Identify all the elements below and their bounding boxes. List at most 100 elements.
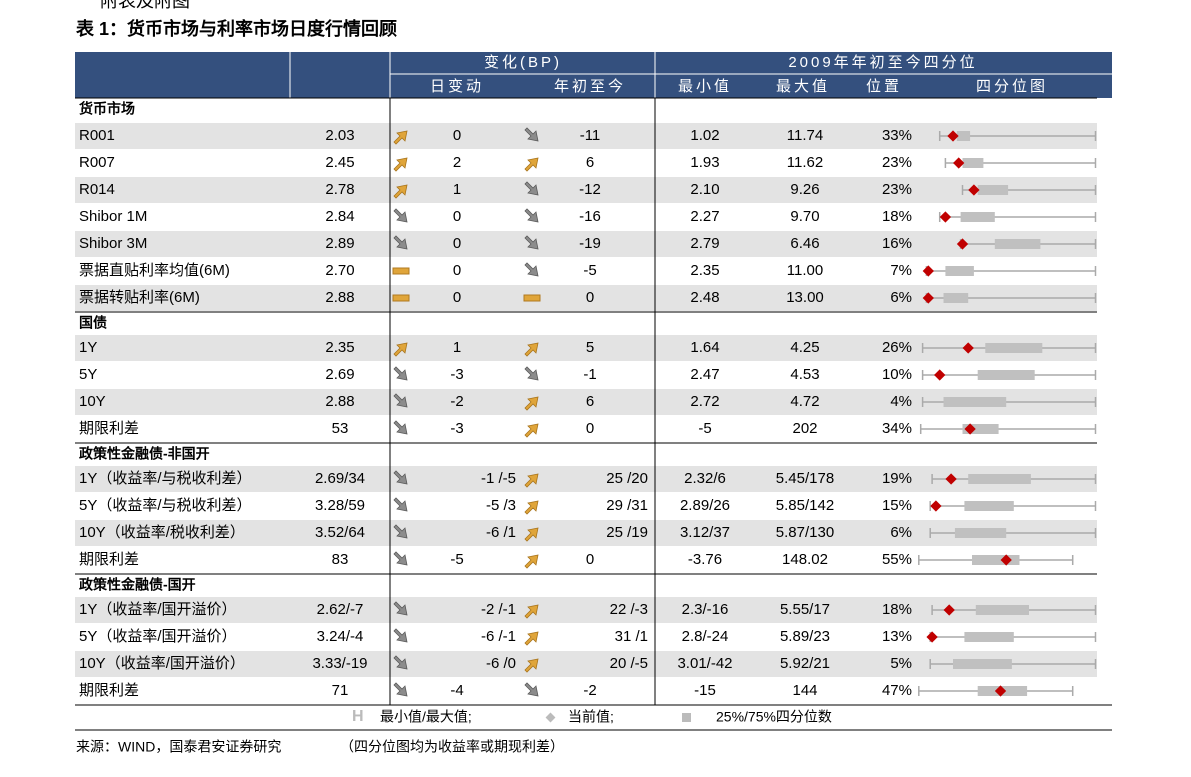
trend-icon (524, 604, 539, 619)
cell-position: 7% (890, 262, 912, 279)
current-marker (962, 342, 974, 354)
cell-position: 6% (890, 289, 912, 306)
row-label: Shibor 1M (79, 208, 147, 225)
cell-position: 5% (890, 655, 912, 672)
trend-icon (393, 551, 408, 566)
row-label: 期限利差 (79, 420, 139, 437)
quartile-box (975, 605, 1029, 615)
cell-ytd: 0 (586, 289, 594, 306)
trend-icon (393, 393, 408, 408)
cell-value: 2.70 (325, 262, 354, 279)
cell-max: 5.87/130 (776, 524, 834, 541)
row-label: 期限利差 (79, 682, 139, 699)
cell-ytd: -16 (579, 208, 601, 225)
cell-value: 2.69 (325, 366, 354, 383)
cell-ytd: 25 /20 (606, 470, 648, 487)
trend-icon (393, 682, 408, 697)
cell-max: 5.89/23 (780, 628, 830, 645)
section-title: 货币市场 (78, 101, 135, 117)
cell-value: 2.69/34 (315, 470, 365, 487)
row-label: 5Y（收益率/国开溢价） (79, 628, 237, 645)
cell-position: 4% (890, 393, 912, 410)
header-bg (75, 52, 1112, 98)
trend-icon (524, 342, 539, 357)
cell-max: 148.02 (782, 551, 828, 568)
cell-max: 5.85/142 (776, 497, 834, 514)
trend-icon (524, 235, 539, 250)
cell-min: -5 (698, 420, 711, 437)
row-label: 票据直贴利率均值(6M) (79, 262, 230, 279)
trend-icon (524, 658, 539, 673)
trend-icon (524, 682, 539, 697)
row-bg (75, 123, 1097, 150)
cell-max: 4.72 (790, 393, 819, 410)
cell-value: 3.24/-4 (317, 628, 364, 645)
cell-min: 2.8/-24 (682, 628, 729, 645)
cell-position: 33% (882, 127, 912, 144)
trend-icon (524, 181, 539, 196)
cell-position: 34% (882, 420, 912, 437)
cell-min: 2.47 (690, 366, 719, 383)
cell-value: 2.03 (325, 127, 354, 144)
row-bg (75, 520, 1097, 547)
cell-min: 2.32/6 (684, 470, 726, 487)
quartile-box (968, 474, 1031, 484)
cell-ytd: -2 (583, 682, 596, 699)
section-title: 政策性金融债-非国开 (79, 446, 210, 462)
quartile-box (954, 528, 1007, 538)
cell-min: 2.3/-16 (682, 601, 729, 618)
cell-day: -5 (450, 551, 463, 568)
row-label: 10Y（收益率/国开溢价） (79, 655, 245, 672)
current-marker (964, 423, 976, 435)
quartile-box (962, 158, 984, 168)
cell-day: 0 (453, 262, 461, 279)
cell-day: -6 /0 (486, 655, 516, 672)
cell-value: 71 (332, 682, 349, 699)
legend-icon (682, 713, 691, 722)
cell-max: 11.62 (787, 154, 823, 171)
trend-icon (393, 366, 408, 381)
cell-max: 144 (792, 682, 817, 699)
legend-icon: H (352, 708, 364, 725)
header-cell: 位置 (866, 78, 902, 95)
row-label: 5Y (79, 366, 97, 383)
cell-ytd: 0 (586, 420, 594, 437)
cell-max: 9.70 (790, 208, 819, 225)
row-label: 票据转贴利率(6M) (79, 289, 200, 306)
section-title: 国债 (79, 315, 107, 331)
trend-icon (524, 527, 539, 542)
quartile-box (964, 632, 1014, 642)
legend-label: 当前值; (568, 709, 614, 725)
cell-max: 4.53 (790, 366, 819, 383)
cell-min: -3.76 (688, 551, 722, 568)
row-bg (75, 231, 1097, 258)
cell-day: -5 /3 (486, 497, 516, 514)
trend-icon (523, 294, 541, 302)
cell-position: 10% (882, 366, 912, 383)
cell-min: 3.01/-42 (677, 655, 732, 672)
cell-min: 2.35 (690, 262, 719, 279)
trend-icon (393, 184, 408, 199)
current-marker (926, 631, 938, 643)
cell-day: 1 (453, 181, 461, 198)
row-label: R014 (79, 181, 115, 198)
cell-max: 5.55/17 (780, 601, 830, 618)
cell-ytd: 31 /1 (615, 628, 648, 645)
row-bg (75, 466, 1097, 493)
current-marker (934, 369, 946, 381)
header-cell: 四分位图 (976, 78, 1048, 95)
header-cell: 最小值 (678, 78, 732, 95)
current-marker (953, 157, 965, 169)
trend-icon (392, 267, 410, 275)
cell-max: 13.00 (786, 289, 824, 306)
cell-max: 6.46 (790, 235, 819, 252)
trend-icon (393, 470, 408, 485)
table-title: 表 1：货币市场与利率市场日度行情回顾 (76, 18, 397, 39)
trend-icon (393, 655, 408, 670)
quartile-box (985, 343, 1043, 353)
cell-ytd: 25 /19 (606, 524, 648, 541)
row-label: 5Y（收益率/与税收利差） (79, 497, 252, 514)
row-label: 1Y（收益率/国开溢价） (79, 601, 237, 618)
row-label: 10Y (79, 393, 106, 410)
